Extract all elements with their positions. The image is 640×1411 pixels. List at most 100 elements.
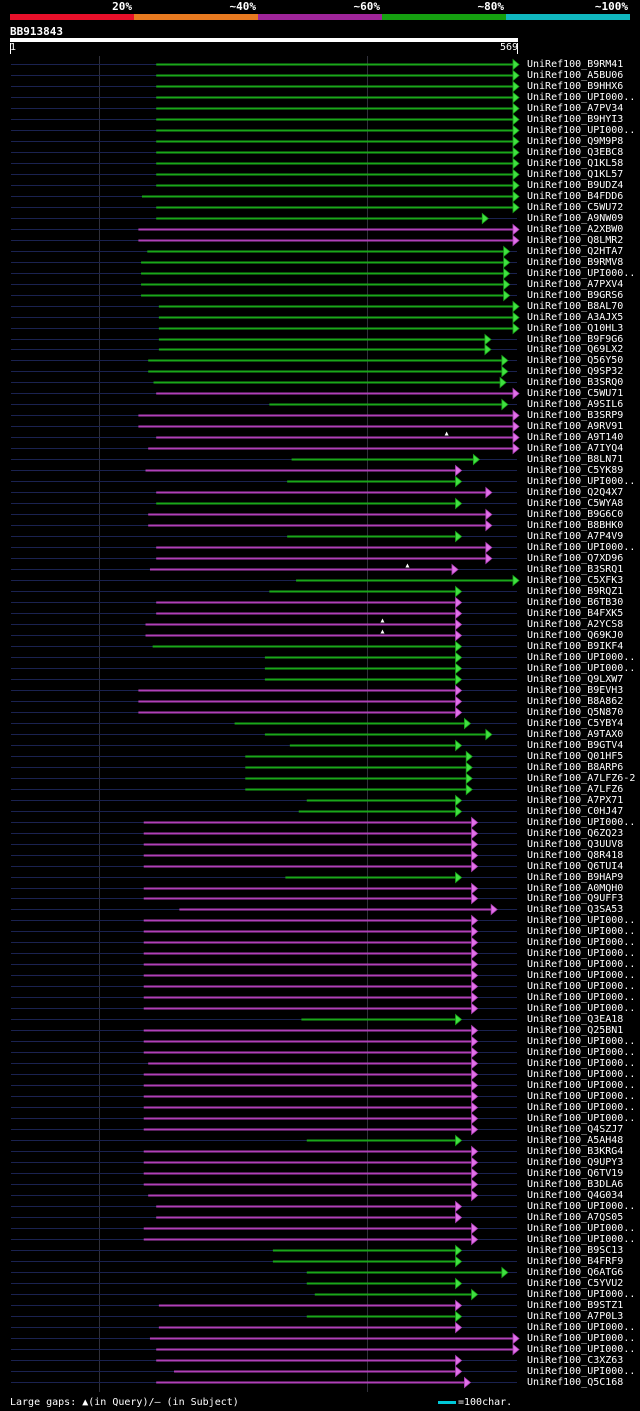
hit-label[interactable]: UniRef100_UPI000..	[527, 1332, 636, 1344]
hit-label[interactable]: UniRef100_B9RMV8	[527, 256, 624, 268]
hit-label[interactable]: UniRef100_B9RQZ1	[527, 585, 624, 597]
hit-label[interactable]: UniRef100_C0HJ47	[527, 805, 624, 817]
hit-label[interactable]: UniRef100_UPI000..	[527, 1343, 636, 1355]
hit-label[interactable]: UniRef100_UPI000..	[527, 1365, 636, 1377]
hit-label[interactable]: UniRef100_C5WU71	[527, 387, 624, 399]
hit-label[interactable]: UniRef100_UPI000..	[527, 958, 636, 970]
hit-label[interactable]: UniRef100_UPI000..	[527, 1079, 636, 1091]
hit-label[interactable]: UniRef100_C5WU72	[527, 201, 624, 213]
hit-label[interactable]: UniRef100_B8AL70	[527, 300, 624, 312]
hit-label[interactable]: UniRef100_B3SRP9	[527, 409, 624, 421]
hit-label[interactable]: UniRef100_B9RM41	[527, 58, 624, 70]
hit-label[interactable]: UniRef100_UPI000..	[527, 662, 636, 674]
hit-label[interactable]: UniRef100_UPI000..	[527, 980, 636, 992]
hit-label[interactable]: UniRef100_UPI000..	[527, 267, 636, 279]
hit-label[interactable]: UniRef100_B9STZ1	[527, 1299, 624, 1311]
hit-label[interactable]: UniRef100_UPI000..	[527, 1288, 636, 1300]
hit-label[interactable]: UniRef100_B9HHX6	[527, 80, 624, 92]
hit-label[interactable]: UniRef100_Q1KL57	[527, 168, 624, 180]
hit-label[interactable]: UniRef100_UPI000..	[527, 1233, 636, 1245]
hit-label[interactable]: UniRef100_Q7XD96	[527, 552, 624, 564]
hit-label[interactable]: UniRef100_Q9UFF3	[527, 892, 624, 904]
hit-label[interactable]: UniRef100_B3SRQ1	[527, 563, 624, 575]
hit-label[interactable]: UniRef100_UPI000..	[527, 1101, 636, 1113]
hit-label[interactable]: UniRef100_Q9SP32	[527, 365, 624, 377]
hit-label[interactable]: UniRef100_Q6ATG6	[527, 1266, 624, 1278]
hit-label[interactable]: UniRef100_A7PXV4	[527, 278, 624, 290]
hit-label[interactable]: UniRef100_B9HAP9	[527, 871, 624, 883]
hit-label[interactable]: UniRef100_Q69LX2	[527, 343, 624, 355]
hit-label[interactable]: UniRef100_B9F9G6	[527, 333, 624, 345]
hit-label[interactable]: UniRef100_UPI000..	[527, 914, 636, 926]
hit-label[interactable]: UniRef100_B8BHK0	[527, 519, 624, 531]
hit-label[interactable]: UniRef100_B9G6C0	[527, 508, 624, 520]
hit-label[interactable]: UniRef100_B8LN71	[527, 453, 624, 465]
hit-label[interactable]: UniRef100_UPI000..	[527, 816, 636, 828]
hit-label[interactable]: UniRef100_B8ARP6	[527, 761, 624, 773]
hit-label[interactable]: UniRef100_UPI000..	[527, 969, 636, 981]
hit-label[interactable]: UniRef100_UPI000..	[527, 925, 636, 937]
hit-label[interactable]: UniRef100_A2YCS8	[527, 618, 624, 630]
hit-label[interactable]: UniRef100_UPI000..	[527, 1035, 636, 1047]
hit-label[interactable]: UniRef100_UPI000..	[527, 91, 636, 103]
hit-label[interactable]: UniRef100_Q3SA53	[527, 903, 624, 915]
hit-label[interactable]: UniRef100_A5BU06	[527, 69, 624, 81]
hit-label[interactable]: UniRef100_A7IYQ4	[527, 442, 624, 454]
hit-label[interactable]: UniRef100_C5XFK3	[527, 574, 624, 586]
hit-label[interactable]: UniRef100_Q5C168	[527, 1376, 624, 1388]
hit-label[interactable]: UniRef100_B3SRQ0	[527, 376, 624, 388]
hit-label[interactable]: UniRef100_Q10HL3	[527, 322, 624, 334]
hit-label[interactable]: UniRef100_A7P4V9	[527, 530, 624, 542]
hit-label[interactable]: UniRef100_Q6ZQ23	[527, 827, 624, 839]
hit-label[interactable]: UniRef100_Q56Y50	[527, 354, 624, 366]
hit-label[interactable]: UniRef100_UPI000..	[527, 1068, 636, 1080]
hit-label[interactable]: UniRef100_A9T140	[527, 431, 624, 443]
hit-label[interactable]: UniRef100_B3DLA6	[527, 1178, 624, 1190]
hit-label[interactable]: UniRef100_Q8LMR2	[527, 234, 624, 246]
hit-label[interactable]: UniRef100_Q3UUV8	[527, 838, 624, 850]
hit-label[interactable]: UniRef100_C5YBY4	[527, 717, 624, 729]
hit-label[interactable]: UniRef100_Q6TV19	[527, 1167, 624, 1179]
hit-label[interactable]: UniRef100_Q9UPY3	[527, 1156, 624, 1168]
hit-label[interactable]: UniRef100_UPI000..	[527, 936, 636, 948]
hit-label[interactable]: UniRef100_B9SC13	[527, 1244, 624, 1256]
hit-label[interactable]: UniRef100_Q9M9P8	[527, 135, 624, 147]
hit-label[interactable]: UniRef100_UPI000..	[527, 475, 636, 487]
hit-label[interactable]: UniRef100_B3KRG4	[527, 1145, 624, 1157]
hit-label[interactable]: UniRef100_UPI000..	[527, 651, 636, 663]
hit-label[interactable]: UniRef100_B9IKF4	[527, 640, 624, 652]
hit-label[interactable]: UniRef100_Q69KJ0	[527, 629, 624, 641]
hit-label[interactable]: UniRef100_Q3EA18	[527, 1013, 624, 1025]
hit-label[interactable]: UniRef100_UPI000..	[527, 1321, 636, 1333]
hit-label[interactable]: UniRef100_C5WYA8	[527, 497, 624, 509]
hit-label[interactable]: UniRef100_B9HYI3	[527, 113, 624, 125]
hit-label[interactable]: UniRef100_B6TB30	[527, 596, 624, 608]
hit-label[interactable]: UniRef100_C5YVU2	[527, 1277, 624, 1289]
hit-label[interactable]: UniRef100_A2XBW0	[527, 223, 624, 235]
hit-label[interactable]: UniRef100_A9TAX0	[527, 728, 624, 740]
hit-label[interactable]: UniRef100_Q6TUI4	[527, 860, 624, 872]
hit-label[interactable]: UniRef100_UPI000..	[527, 1090, 636, 1102]
hit-label[interactable]: UniRef100_A9NW09	[527, 212, 624, 224]
hit-label[interactable]: UniRef100_Q01HF5	[527, 750, 624, 762]
hit-label[interactable]: UniRef100_B4FXK5	[527, 607, 624, 619]
hit-label[interactable]: UniRef100_A7LFZ6-2	[527, 772, 636, 784]
hit-label[interactable]: UniRef100_A7LFZ6	[527, 783, 624, 795]
hit-label[interactable]: UniRef100_A7P0L3	[527, 1310, 624, 1322]
hit-label[interactable]: UniRef100_UPI000..	[527, 541, 636, 553]
hit-label[interactable]: UniRef100_A3AJX5	[527, 311, 624, 323]
hit-label[interactable]: UniRef100_UPI000..	[527, 1200, 636, 1212]
hit-label[interactable]: UniRef100_Q2HTA7	[527, 245, 624, 257]
hit-label[interactable]: UniRef100_Q5N870	[527, 706, 624, 718]
hit-label[interactable]: UniRef100_UPI000..	[527, 1002, 636, 1014]
hit-label[interactable]: UniRef100_A0MQH0	[527, 882, 624, 894]
hit-label[interactable]: UniRef100_Q4SZJ7	[527, 1123, 624, 1135]
hit-label[interactable]: UniRef100_A7PV34	[527, 102, 624, 114]
hit-label[interactable]: UniRef100_UPI000..	[527, 991, 636, 1003]
hit-label[interactable]: UniRef100_C3XZ63	[527, 1354, 624, 1366]
hit-label[interactable]: UniRef100_Q4G034	[527, 1189, 624, 1201]
hit-label[interactable]: UniRef100_Q2Q4X7	[527, 486, 624, 498]
hit-label[interactable]: UniRef100_C5YK89	[527, 464, 624, 476]
hit-label[interactable]: UniRef100_Q1KL58	[527, 157, 624, 169]
hit-label[interactable]: UniRef100_B4FRF9	[527, 1255, 624, 1267]
